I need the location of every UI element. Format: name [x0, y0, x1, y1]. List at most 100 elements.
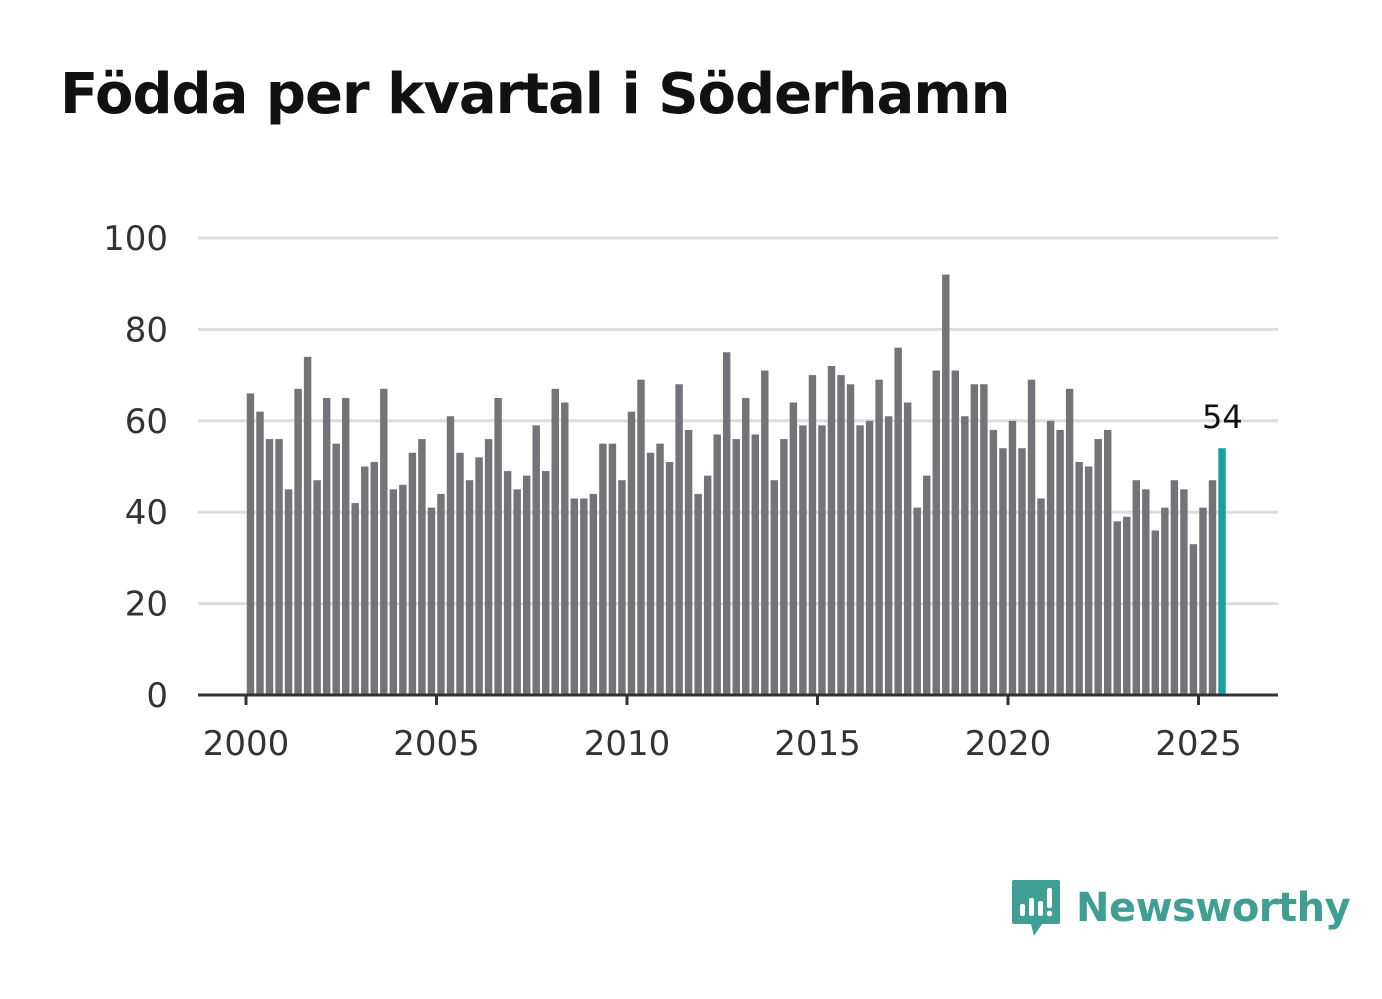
bar: [875, 379, 883, 695]
bar: [1103, 429, 1112, 695]
bar: [884, 416, 893, 695]
bar: [942, 274, 950, 695]
y-tick-label: 100: [103, 219, 168, 259]
bar: [313, 480, 321, 695]
x-tick-label: 2020: [965, 724, 1052, 764]
bar: [961, 416, 969, 695]
bar: [656, 443, 664, 695]
bar: [389, 489, 398, 695]
bar: [351, 503, 359, 695]
bar: [1065, 388, 1074, 695]
bar: [999, 448, 1007, 695]
bar: [570, 498, 579, 695]
y-tick-label: 60: [125, 402, 168, 442]
bar: [456, 452, 464, 695]
bar: [294, 388, 302, 695]
bar: [1046, 420, 1055, 695]
bar: [284, 489, 293, 695]
data-labels: 54: [1202, 398, 1243, 436]
bar: [761, 370, 769, 695]
bar: [1189, 544, 1198, 695]
bar: [951, 370, 960, 695]
bar: [608, 443, 617, 695]
x-tick-label: 2000: [203, 724, 290, 764]
bar: [732, 439, 740, 695]
bar: [303, 356, 312, 695]
bar: [1008, 420, 1017, 695]
y-tick-label: 0: [146, 676, 168, 716]
latest-value-label: 54: [1202, 398, 1243, 436]
brand-name: Newsworthy: [1076, 885, 1351, 931]
bar: [475, 457, 483, 695]
bar: [1113, 521, 1121, 695]
bar: [465, 480, 474, 695]
bar: [742, 397, 750, 695]
bar: [399, 484, 407, 695]
bar: [684, 429, 693, 695]
bar: [599, 443, 607, 695]
bar: [322, 397, 331, 695]
bar: [256, 411, 264, 695]
bar: [1208, 480, 1217, 695]
bar: [1094, 439, 1102, 695]
bar: [341, 397, 350, 695]
bar: [1084, 466, 1093, 695]
bar: [856, 425, 864, 695]
bar: [646, 452, 655, 695]
bar: [894, 347, 902, 695]
bars: [246, 274, 1226, 695]
bar: [503, 471, 512, 695]
bar: [265, 439, 274, 695]
bar: [561, 402, 569, 695]
bar: [418, 439, 426, 695]
newsworthy-logo[interactable]: Newsworthy: [1010, 878, 1351, 938]
bar: [1132, 480, 1141, 695]
bar: [703, 475, 712, 695]
y-tick-label: 20: [125, 585, 168, 625]
bar: [913, 507, 921, 695]
bar: [380, 388, 388, 695]
bar: [808, 375, 817, 695]
y-tick-label: 40: [125, 493, 168, 533]
chart-title: Födda per kvartal i Söderhamn: [60, 62, 1011, 127]
bar: [513, 489, 521, 695]
bar: [1151, 530, 1160, 695]
bar: [789, 402, 798, 695]
x-axis-ticks: 2000 2005 2010 2015 2020 2025: [203, 695, 1242, 764]
bar: [275, 439, 283, 695]
bar: [627, 411, 636, 695]
bar: [427, 507, 436, 695]
bar: [980, 384, 988, 695]
bar: [827, 365, 836, 695]
bar: [580, 498, 588, 695]
bar-latest: [1218, 448, 1226, 695]
bar: [722, 352, 731, 695]
x-tick-label: 2025: [1155, 724, 1242, 764]
y-tick-label: 80: [125, 310, 168, 350]
bar: [799, 425, 807, 695]
bar: [637, 379, 645, 695]
bar: [780, 439, 788, 695]
x-tick-label: 2015: [774, 724, 861, 764]
bar: [903, 402, 912, 695]
bar: [370, 461, 379, 695]
bar: [551, 388, 559, 695]
bar: [1027, 379, 1036, 695]
bar: [332, 443, 340, 695]
bar: [246, 393, 255, 695]
x-tick-label: 2010: [584, 724, 671, 764]
bar: [694, 493, 702, 695]
bar: [522, 475, 531, 695]
bar: [1123, 516, 1131, 695]
bar: [589, 493, 598, 695]
bar: [1037, 498, 1045, 695]
newsworthy-chart-bubble-icon: [1012, 880, 1060, 936]
bar: [1142, 489, 1150, 695]
bar: [1180, 489, 1188, 695]
bar: [751, 434, 760, 695]
bar: [618, 480, 626, 695]
bar: [989, 429, 998, 695]
bar: [818, 425, 826, 695]
bar: [846, 384, 855, 695]
